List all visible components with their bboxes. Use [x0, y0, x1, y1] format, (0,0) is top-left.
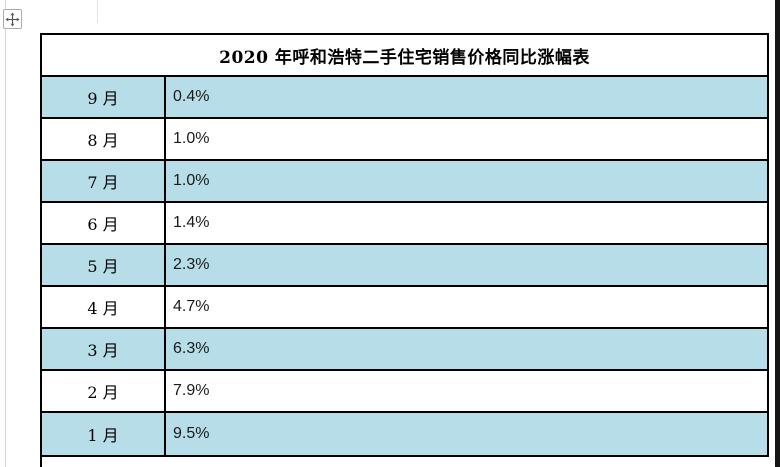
table-left-border-stub: [40, 455, 42, 467]
month-cell[interactable]: 8 月: [42, 119, 166, 159]
month-cell[interactable]: 5 月: [42, 245, 166, 285]
table-row: 8 月 1.0%: [42, 119, 767, 161]
month-cell[interactable]: 6 月: [42, 203, 166, 243]
table-row: 2 月 7.9%: [42, 371, 767, 413]
page-margin-line: [5, 0, 6, 467]
move-icon: [5, 12, 20, 26]
table-row: 7 月 1.0%: [42, 161, 767, 203]
window-edge: [775, 0, 780, 467]
month-cell[interactable]: 3 月: [42, 329, 166, 369]
table-title-cell[interactable]: 2020 年呼和浩特二手住宅销售价格同比涨幅表: [42, 35, 767, 77]
value-cell[interactable]: 1.0%: [173, 130, 210, 147]
month-cell[interactable]: 7 月: [42, 161, 166, 201]
price-table: 2020 年呼和浩特二手住宅销售价格同比涨幅表 9 月 0.4% 8 月 1.0…: [40, 33, 769, 457]
table-row: 1 月 9.5%: [42, 413, 767, 455]
table-row: 4 月 4.7%: [42, 287, 767, 329]
value-cell[interactable]: 4.7%: [173, 298, 210, 315]
month-cell[interactable]: 2 月: [42, 371, 166, 411]
value-cell[interactable]: 7.9%: [173, 382, 210, 399]
month-cell[interactable]: 1 月: [42, 413, 166, 455]
table-title: 2020 年呼和浩特二手住宅销售价格同比涨幅表: [219, 47, 590, 68]
value-cell[interactable]: 1.4%: [173, 214, 210, 231]
table-row: 3 月 6.3%: [42, 329, 767, 371]
value-cell[interactable]: 2.3%: [173, 256, 210, 273]
value-cell[interactable]: 1.0%: [173, 172, 210, 189]
table-move-handle[interactable]: [3, 9, 22, 29]
table-row: 6 月 1.4%: [42, 203, 767, 245]
value-cell[interactable]: 6.3%: [173, 340, 210, 357]
month-cell[interactable]: 9 月: [42, 77, 166, 117]
table-row: 9 月 0.4%: [42, 77, 767, 119]
value-cell[interactable]: 0.4%: [173, 88, 210, 105]
value-cell[interactable]: 9.5%: [173, 425, 210, 442]
paragraph-mark-line: [97, 0, 98, 23]
table-row: 5 月 2.3%: [42, 245, 767, 287]
month-cell[interactable]: 4 月: [42, 287, 166, 327]
